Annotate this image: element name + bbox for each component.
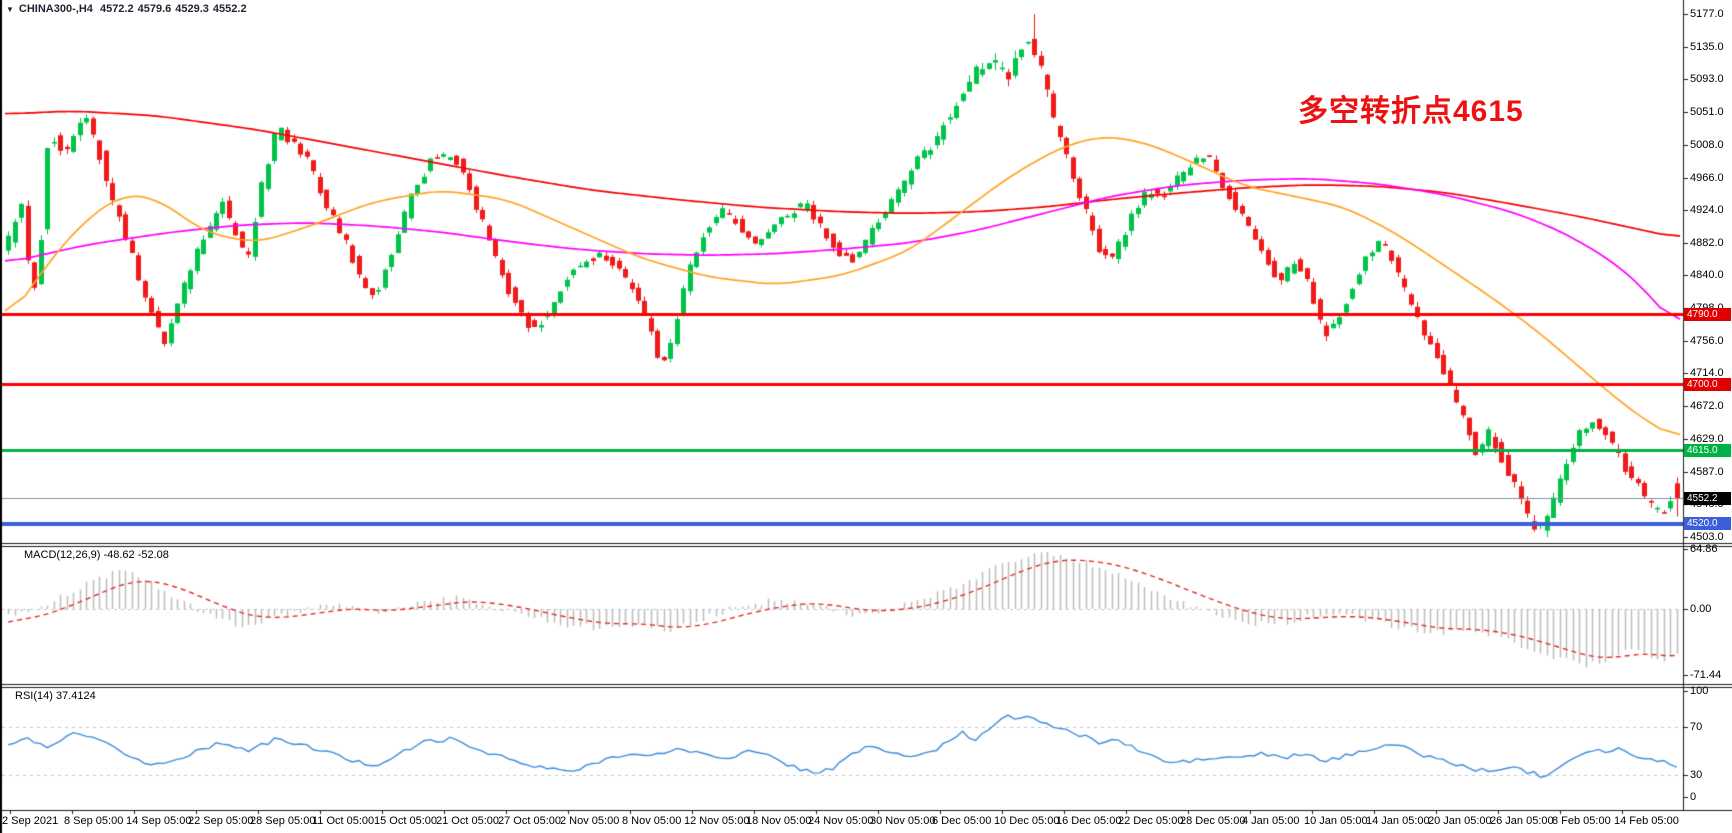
symbol-name: CHINA300-,H4 [18, 3, 93, 15]
price-axis-label: 5177.0 [1690, 7, 1724, 20]
time-axis-label: 8 Feb 05:00 [1552, 815, 1611, 827]
time-axis-label: 11 Oct 05:00 [312, 815, 375, 827]
time-axis-label: 14 Feb 05:00 [1614, 815, 1679, 827]
time-axis-label: 12 Nov 05:00 [684, 815, 750, 827]
ohlc-open: 4572.2 [99, 3, 134, 15]
ohlc-close: 4552.2 [212, 3, 247, 15]
time-axis-label: 8 Nov 05:00 [622, 815, 682, 827]
time-axis-label: 15 Oct 05:00 [374, 815, 437, 827]
time-axis-label: 14 Sep 05:00 [126, 815, 192, 827]
price-axis-label: 4587.0 [1690, 465, 1724, 478]
time-axis-label: 20 Jan 05:00 [1428, 815, 1492, 827]
ohlc-low: 4529.3 [175, 3, 209, 15]
macd-axis-label: 0.00 [1690, 603, 1712, 615]
time-axis-label: 30 Nov 05:00 [870, 815, 936, 827]
symbol-dropdown-icon[interactable]: ▼ [6, 5, 14, 14]
rsi-axis-label: 0 [1690, 791, 1697, 803]
macd-axis-label: 64.86 [1690, 542, 1718, 555]
price-axis-label: 4672.0 [1690, 399, 1724, 412]
macd-indicator-label: MACD(12,26,9) -48.62 -52.08 [24, 549, 169, 561]
price-axis-label: 4840.0 [1690, 269, 1724, 282]
price-axis-label: 5051.0 [1690, 105, 1724, 118]
time-axis-label: 10 Dec 05:00 [994, 815, 1060, 827]
price-axis-label: 5135.0 [1690, 40, 1724, 53]
price-badge-4615.0: 4615.0 [1684, 443, 1731, 457]
time-axis-label: 28 Sep 05:00 [250, 815, 316, 827]
price-axis-label: 4756.0 [1690, 334, 1724, 347]
price-axis-label: 4966.0 [1690, 171, 1724, 184]
price-axis-label: 4714.0 [1690, 367, 1724, 380]
price-badge-4790.0: 4790.0 [1684, 307, 1731, 321]
time-axis-label: 6 Dec 05:00 [932, 815, 992, 827]
time-axis-label: 14 Jan 05:00 [1366, 815, 1430, 827]
price-axis-label: 4629.0 [1690, 433, 1724, 446]
ohlc-high: 4579.6 [137, 3, 172, 15]
price-badge-4700.0: 4700.0 [1684, 377, 1731, 391]
price-badge-4552.2: 4552.2 [1684, 492, 1731, 506]
symbol-header: ▼ CHINA300-,H4 4572.2 4579.6 4529.3 4552.2 [6, 3, 251, 15]
time-axis-label: 10 Jan 05:00 [1304, 815, 1368, 827]
rsi-axis-label: 100 [1690, 685, 1709, 697]
time-axis-label: 2 Sep 2021 [2, 815, 59, 827]
time-axis-label: 2 Nov 05:00 [560, 815, 620, 827]
rsi-axis-label: 30 [1690, 769, 1703, 781]
price-axis-label: 4503.0 [1690, 530, 1724, 543]
price-axis-label: 5008.0 [1690, 139, 1724, 152]
price-axis-label: 5093.0 [1690, 73, 1724, 86]
time-axis-label: 4 Jan 05:00 [1242, 815, 1300, 827]
time-axis-label: 22 Dec 05:00 [1118, 815, 1184, 827]
time-axis-label: 22 Sep 05:00 [188, 815, 254, 827]
macd-axis-label: -71.44 [1690, 669, 1722, 682]
time-axis-label: 26 Jan 05:00 [1490, 815, 1554, 827]
time-axis-label: 18 Nov 05:00 [746, 815, 812, 827]
rsi-indicator-label: RSI(14) 37.4124 [15, 690, 96, 702]
time-axis-label: 21 Oct 05:00 [436, 815, 499, 827]
time-axis-label: 8 Sep 05:00 [64, 815, 124, 827]
time-axis-label: 27 Oct 05:00 [498, 815, 561, 827]
time-axis-label: 28 Dec 05:00 [1180, 815, 1246, 827]
annotation-text: 多空转折点4615 [1298, 95, 1524, 128]
price-axis-label: 4924.0 [1690, 204, 1724, 217]
rsi-axis-label: 70 [1690, 721, 1703, 733]
time-axis-label: 16 Dec 05:00 [1056, 815, 1122, 827]
price-axis-label: 4882.0 [1690, 236, 1724, 249]
time-axis-label: 24 Nov 05:00 [808, 815, 874, 827]
price-badge-4520.0: 4520.0 [1684, 517, 1731, 531]
